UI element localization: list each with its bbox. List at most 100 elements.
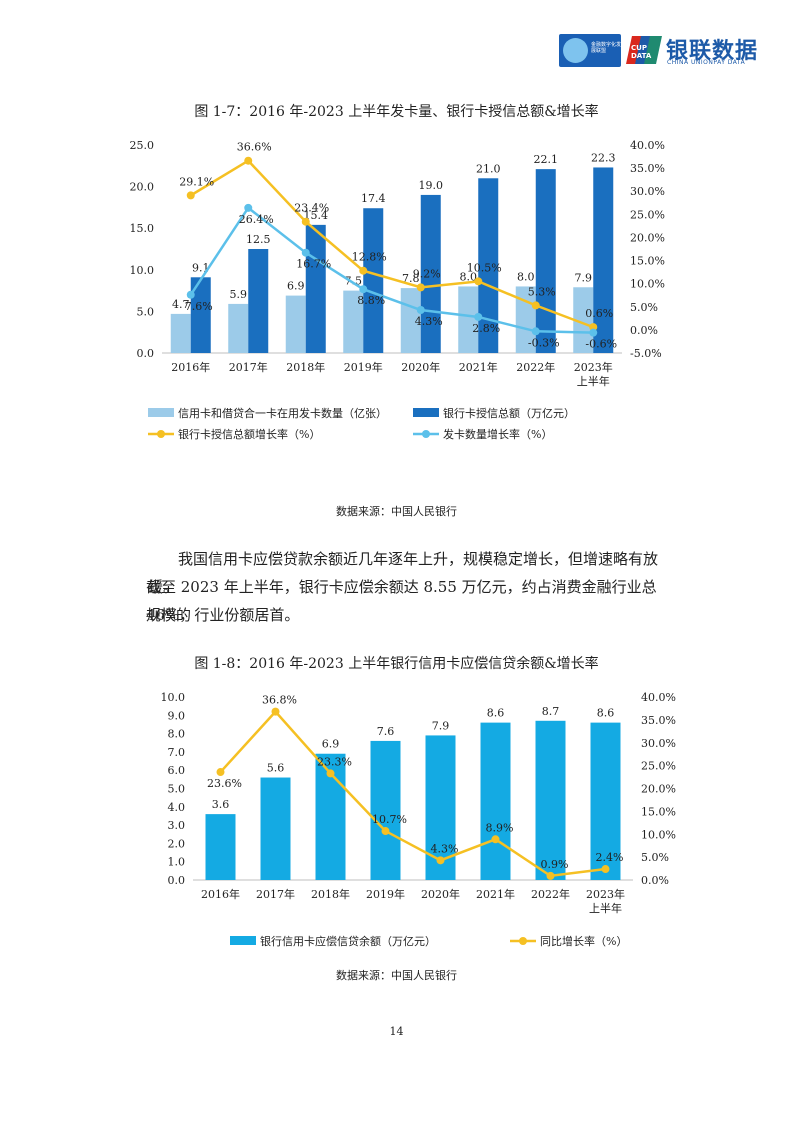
x-tick-label: 2022年 [516,360,555,374]
bar-1 [573,287,594,353]
line-1-point [216,768,225,777]
y2-tick-label: 30.0% [630,185,665,198]
bar-1-data-label: 3.6 [212,798,230,811]
x-tick-label-line2: 上半年 [577,374,610,388]
x-tick-label: 2018年 [286,360,325,374]
y2-tick-label: 20.0% [630,231,665,244]
figure2-caption: 图 1-8：2016 年-2023 上半年银行信用卡应偿信贷余额&增长率 [194,656,599,672]
line-2-data-label: 16.7% [296,258,331,271]
y-tick-label: 6.0 [168,764,186,777]
bar-1-data-label: 8.7 [542,705,560,718]
line-2-data-label: -0.6% [585,338,617,351]
bar-2-data-label: 12.5 [246,233,271,246]
y-tick-label: 7.0 [168,746,186,759]
y2-tick-label: 10.0% [630,278,665,291]
x-tick-label: 2023年 [586,887,625,901]
body-line-2: 截至 2023 年上半年，银行卡应偿余额达 8.55 万亿元，约占消费金融行业总… [146,578,657,624]
bar-1 [370,740,401,880]
line-1-data-label: 2.4% [596,851,624,864]
bar-2 [190,277,211,353]
line-2-data-label: 7.6% [185,300,213,313]
y2-tick-label: -5.0% [630,347,662,360]
line-2-data-label: 8.8% [357,294,385,307]
legend-label: 银行卡授信总额增长率（%） [178,427,320,441]
y-tick-label: 10.0 [161,691,186,704]
y-tick-label: 0.0 [137,347,155,360]
bar-1-data-label: 5.6 [267,762,285,775]
bar-1-data-label: 8.0 [517,270,535,283]
legend-swatch-marker [519,937,527,945]
figure1-caption: 图 1-7：2016 年-2023 上半年发卡量、银行卡授信总额&增长率 [194,104,599,120]
line-2-point [531,327,540,336]
line-1-point [186,191,195,200]
y2-tick-label: 20.0% [641,783,676,796]
bar-1 [205,814,236,880]
line-1-data-label: 23.3% [317,755,352,768]
legend-swatch [148,408,174,417]
bar-1-data-label: 8.6 [597,707,615,720]
line-1-point [531,301,540,310]
bar-2-data-label: 22.3 [591,151,616,164]
x-tick-label: 2020年 [421,887,460,901]
y-tick-label: 0.0 [168,874,186,887]
alliance-logo-mark-icon [563,38,588,63]
line-1 [190,159,594,329]
line-1-data-label: 10.5% [467,261,502,274]
y2-tick-label: 35.0% [641,714,676,727]
line-1-point [589,323,598,332]
line-1-data-label: 0.9% [541,858,569,871]
line-2-data-label: 2.8% [472,322,500,335]
line-2-point [589,328,598,337]
line-2-point [474,312,483,321]
legend-label: 银行信用卡应偿信贷余额（万亿元） [260,934,436,948]
bar-1-data-label: 7.6 [377,725,395,738]
y-tick-label: 3.0 [168,819,186,832]
y-tick-label: 4.0 [168,801,186,814]
bar-1 [458,286,479,353]
x-tick-label: 2022年 [531,887,570,901]
legend-swatch [413,408,439,417]
line-1-point [301,217,310,226]
bar-2 [248,249,269,353]
y2-tick-label: 5.0% [641,851,669,864]
chart2: 0.0 1.0 2.0 3.0 4.0 5.0 6.0 7.0 8.0 9.0 10.0 0.0% 5.… [161,691,676,948]
cup-data-logo-text: CUP DATA [631,44,652,60]
bar-1 [535,720,566,880]
line-1-data-label: 5.3% [528,285,556,298]
bar-2 [420,194,441,353]
y2-tick-label: 10.0% [641,828,676,841]
y-tick-label: 15.0 [130,222,155,235]
line-1-data-label: 36.6% [237,141,272,154]
y-tick-label: 25.0 [130,139,155,152]
y2-tick-label: 5.0% [630,301,658,314]
line-2-point [186,290,195,299]
y2-tick-label: 0.0% [630,324,658,337]
line-2-data-label: 26.4% [239,213,274,226]
line-2-point [359,285,368,294]
line-1 [219,709,606,878]
x-tick-label: 2021年 [459,360,498,374]
line-2-point [416,306,425,315]
bar-2-data-label: 19.0 [419,179,444,192]
body-line-3: 46%，行业份额居首。 [146,606,300,624]
line-1-point [359,266,368,275]
x-tick-label-line2: 上半年 [589,901,622,915]
legend-swatch [230,936,256,945]
x-tick-label: 2019年 [366,887,405,901]
body-line-1: 我国信用卡应偿贷款余额近几年逐年上升，规模稳定增长，但增速略有放缓。 [148,550,659,596]
line-1-point [271,707,280,716]
y2-tick-label: 25.0% [641,760,676,773]
y-tick-label: 20.0 [130,181,155,194]
legend-label: 同比增长率（%） [540,934,627,948]
chart1: 0.0 5.0 10.0 15.0 20.0 25.0 -5.0% 0.0% 5.0% 10.0%… [130,139,665,441]
page-number: 14 [389,1025,404,1038]
bar-2 [478,178,499,353]
y-tick-label: 9.0 [168,709,186,722]
bar-2-data-label: 22.1 [534,153,559,166]
x-tick-label: 2017年 [229,360,268,374]
x-tick-label: 2019年 [344,360,383,374]
legend-label: 发卡数量增长率（%） [443,427,552,441]
bar-2 [535,169,556,353]
line-1-data-label: 36.8% [262,694,297,707]
bar-1-data-label: 4.7 [172,298,190,311]
